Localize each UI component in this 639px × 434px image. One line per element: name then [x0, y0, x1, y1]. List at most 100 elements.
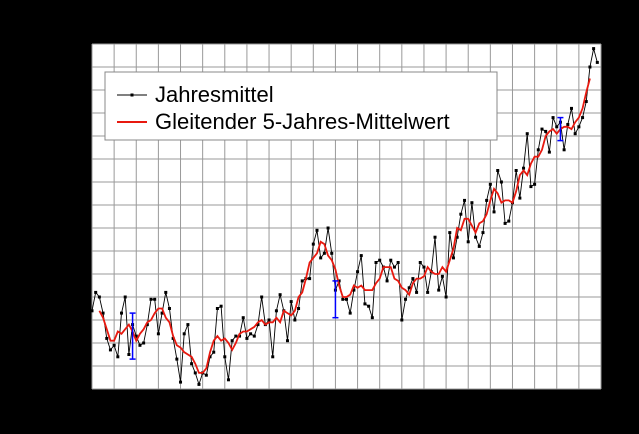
- data-point: [226, 378, 230, 382]
- error-bar: [332, 280, 339, 319]
- data-point: [569, 106, 573, 110]
- data-point: [337, 279, 341, 283]
- data-point: [466, 240, 470, 244]
- data-point: [426, 290, 430, 294]
- data-point: [156, 332, 160, 336]
- data-point: [123, 295, 127, 299]
- data-point: [134, 334, 138, 338]
- data-point: [385, 279, 389, 283]
- data-point: [415, 290, 419, 294]
- data-point: [212, 350, 216, 354]
- data-point: [308, 277, 312, 281]
- data-point: [481, 231, 485, 235]
- data-point: [271, 355, 275, 359]
- data-point: [485, 198, 489, 202]
- data-point: [142, 341, 146, 345]
- data-point: [160, 311, 164, 315]
- data-point: [529, 185, 533, 189]
- data-point: [400, 318, 404, 322]
- data-point: [455, 235, 459, 239]
- data-point: [404, 297, 408, 301]
- data-point: [448, 231, 452, 235]
- data-point: [293, 318, 297, 322]
- data-point: [367, 304, 371, 308]
- data-point: [518, 196, 522, 200]
- data-point: [433, 235, 437, 239]
- data-point: [285, 339, 289, 343]
- data-point: [540, 127, 544, 131]
- data-point: [581, 116, 585, 120]
- data-point: [149, 297, 153, 301]
- data-point: [407, 286, 411, 290]
- data-point: [477, 244, 481, 248]
- data-point: [470, 201, 474, 205]
- data-point: [525, 132, 529, 136]
- data-point: [182, 332, 186, 336]
- legend-box: [104, 71, 498, 141]
- data-point: [348, 311, 352, 315]
- data-point: [514, 169, 518, 172]
- data-point: [392, 265, 396, 269]
- series-line: [98, 78, 591, 374]
- data-point: [573, 132, 577, 136]
- data-point: [127, 353, 131, 356]
- data-point: [503, 221, 507, 225]
- data-point: [105, 336, 109, 340]
- data-point: [179, 380, 183, 384]
- data-point: [562, 148, 566, 152]
- data-point: [145, 323, 149, 327]
- data-point: [208, 355, 212, 359]
- data-point: [577, 125, 581, 129]
- data-point: [197, 382, 201, 386]
- data-point: [193, 371, 197, 375]
- data-point: [190, 362, 194, 366]
- data-point: [422, 265, 426, 269]
- data-point: [215, 307, 219, 310]
- error-bar: [557, 116, 564, 142]
- data-point: [544, 129, 548, 133]
- data-point: [492, 210, 496, 214]
- data-point: [278, 293, 282, 297]
- data-point: [322, 251, 326, 255]
- data-point: [311, 242, 315, 246]
- data-point: [588, 65, 592, 69]
- data-point: [94, 290, 98, 294]
- data-point: [474, 235, 478, 239]
- data-point: [341, 297, 345, 301]
- data-point: [300, 279, 304, 283]
- data-point: [507, 219, 511, 223]
- data-point: [274, 309, 278, 313]
- data-point: [315, 228, 319, 232]
- data-point: [219, 304, 223, 308]
- error-bar: [129, 312, 136, 360]
- data-point: [499, 180, 503, 184]
- data-point: [297, 307, 301, 310]
- data-point: [289, 300, 293, 304]
- data-point: [555, 125, 559, 129]
- data-point: [260, 295, 264, 299]
- data-point: [204, 373, 208, 377]
- data-point: [120, 311, 124, 315]
- data-point: [108, 348, 112, 352]
- legend-label: Gleitender 5-Jahres-Mittelwert: [155, 109, 450, 134]
- data-point: [463, 198, 467, 202]
- marks: [90, 47, 599, 386]
- data-point: [153, 297, 157, 301]
- data-point: [370, 316, 374, 320]
- data-point: [533, 182, 537, 186]
- data-point: [241, 316, 245, 320]
- data-point: [547, 150, 551, 154]
- data-point: [389, 258, 393, 262]
- series-line: [91, 48, 598, 386]
- data-point: [138, 343, 142, 347]
- data-point: [101, 311, 105, 315]
- data-point: [411, 277, 415, 281]
- data-point: [592, 47, 596, 51]
- data-point: [356, 270, 360, 274]
- data-point: [245, 336, 249, 340]
- data-point: [363, 302, 367, 306]
- data-point: [175, 357, 179, 361]
- data-point: [595, 60, 599, 64]
- data-point: [330, 251, 334, 255]
